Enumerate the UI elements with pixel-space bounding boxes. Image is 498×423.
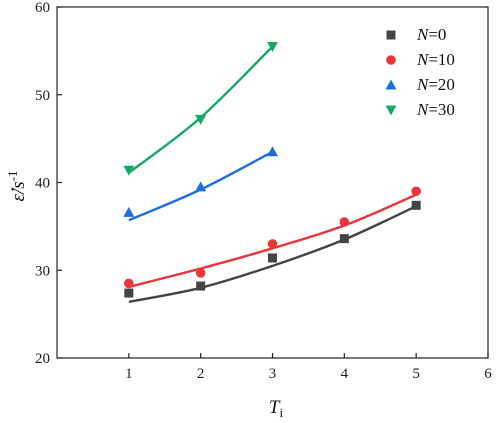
- legend: N=0 N=10 N=20 N=30: [385, 25, 455, 119]
- fit-curve: [128, 205, 417, 304]
- x-tick-label: 4: [341, 366, 349, 382]
- legend-marker: [386, 55, 396, 65]
- data-point: [124, 288, 134, 298]
- axes-layer: 1 2 3 4 5 6 20 30 40 50 60: [35, 0, 492, 382]
- legend-marker: [385, 105, 397, 116]
- x-tick-label: 5: [412, 366, 420, 382]
- data-point: [411, 200, 421, 210]
- y-tick-label: 40: [35, 176, 50, 192]
- data-points: [123, 41, 421, 298]
- fit-lines: [128, 45, 417, 304]
- y-tick-label: 50: [35, 88, 50, 104]
- data-point: [267, 41, 278, 52]
- legend-label: N=20: [416, 75, 455, 94]
- legend-label: N=0: [416, 25, 446, 44]
- legend-label: N=30: [416, 100, 455, 119]
- data-point: [123, 165, 135, 176]
- x-tick-label: 2: [197, 366, 205, 382]
- y-axis-title: ε̇/s-1: [5, 170, 29, 201]
- y-tick-label: 30: [35, 263, 50, 279]
- data-point: [195, 181, 207, 192]
- x-tick-label: 1: [125, 366, 133, 382]
- x-tick-label: 3: [269, 366, 277, 382]
- data-point: [124, 278, 134, 289]
- x-tick-label: 6: [484, 366, 492, 382]
- data-point: [123, 206, 135, 217]
- data-point: [411, 186, 421, 197]
- y-tick-label: 20: [35, 351, 50, 367]
- legend-marker: [386, 30, 396, 40]
- data-point: [268, 253, 277, 263]
- data-point: [267, 146, 278, 157]
- data-point: [196, 281, 206, 291]
- legend-label: N=10: [416, 50, 455, 69]
- data-point: [339, 234, 349, 244]
- y-tick-label: 60: [35, 0, 50, 16]
- x-axis-title: Ti: [269, 397, 284, 420]
- data-point: [339, 217, 350, 227]
- data-point: [195, 268, 206, 278]
- fit-curve: [128, 45, 274, 174]
- legend-marker: [385, 79, 397, 90]
- data-point: [195, 114, 207, 125]
- data-point: [267, 239, 278, 249]
